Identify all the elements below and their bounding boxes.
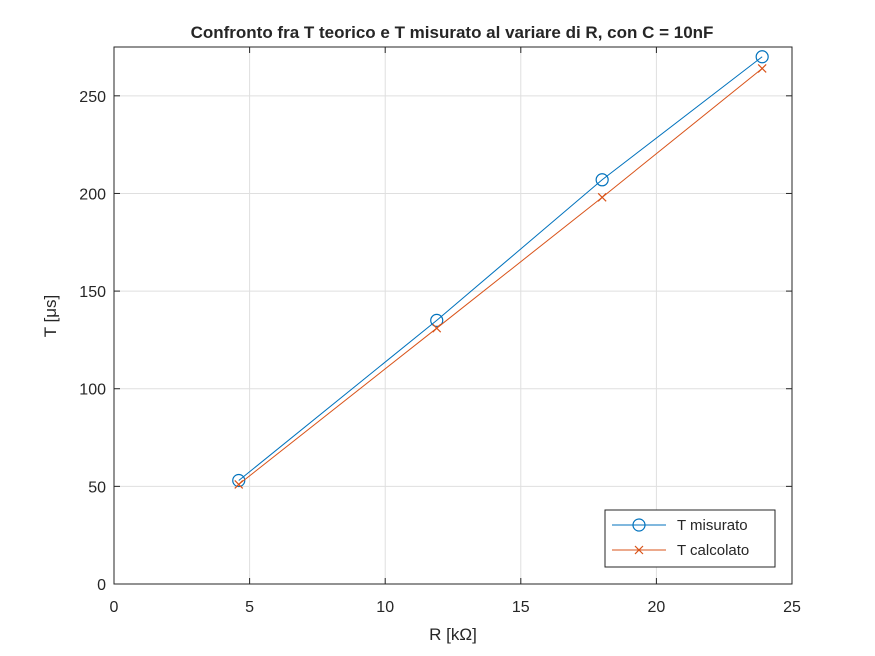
series-2-point-0 — [234, 479, 244, 489]
x-tick-label-3: 15 — [512, 599, 530, 616]
x-tick-label-0: 0 — [110, 599, 119, 616]
legend-box — [604, 509, 776, 568]
y-tick-label-1: 50 — [88, 479, 106, 496]
series-2-line — [238, 68, 763, 485]
legend-label-1: T misurato — [677, 517, 748, 534]
y-tick-label-3: 150 — [79, 284, 106, 301]
series-1-point-0 — [232, 473, 246, 488]
series-layer — [232, 50, 769, 489]
plot-area-border — [113, 46, 793, 585]
series-2-point-2 — [597, 192, 607, 202]
series-2-point-3 — [757, 64, 767, 73]
legend-label-2: T calcolato — [677, 542, 749, 559]
series-1-point-3 — [755, 50, 769, 64]
x-tick-label-4: 20 — [648, 599, 666, 616]
x-axis-label: R [kΩ] — [429, 625, 477, 644]
series-1-line — [238, 56, 763, 481]
y-tick-label-4: 200 — [79, 186, 106, 203]
grid — [113, 47, 793, 585]
legend-entry-1: T misurato — [612, 517, 748, 534]
x-tick-label-5: 25 — [783, 599, 801, 616]
series-1-point-2 — [595, 173, 609, 187]
legend-marker-1 — [632, 518, 646, 532]
legend-marker-2 — [634, 545, 644, 555]
x-tick-label-2: 10 — [376, 599, 394, 616]
series-1-point-1 — [430, 313, 444, 327]
chart-title: Confronto fra T teorico e T misurato al … — [191, 23, 714, 42]
x-tick-label-1: 5 — [245, 599, 254, 616]
legend: T misurato T calcolato — [604, 509, 776, 568]
y-tick-label-2: 100 — [79, 382, 106, 399]
y-tick-label-0: 0 — [97, 577, 106, 594]
y-axis-label: T [μs] — [41, 295, 60, 338]
series-2-point-1 — [432, 323, 442, 333]
legend-entry-2: T calcolato — [612, 542, 749, 559]
y-tick-label-5: 250 — [79, 89, 106, 106]
